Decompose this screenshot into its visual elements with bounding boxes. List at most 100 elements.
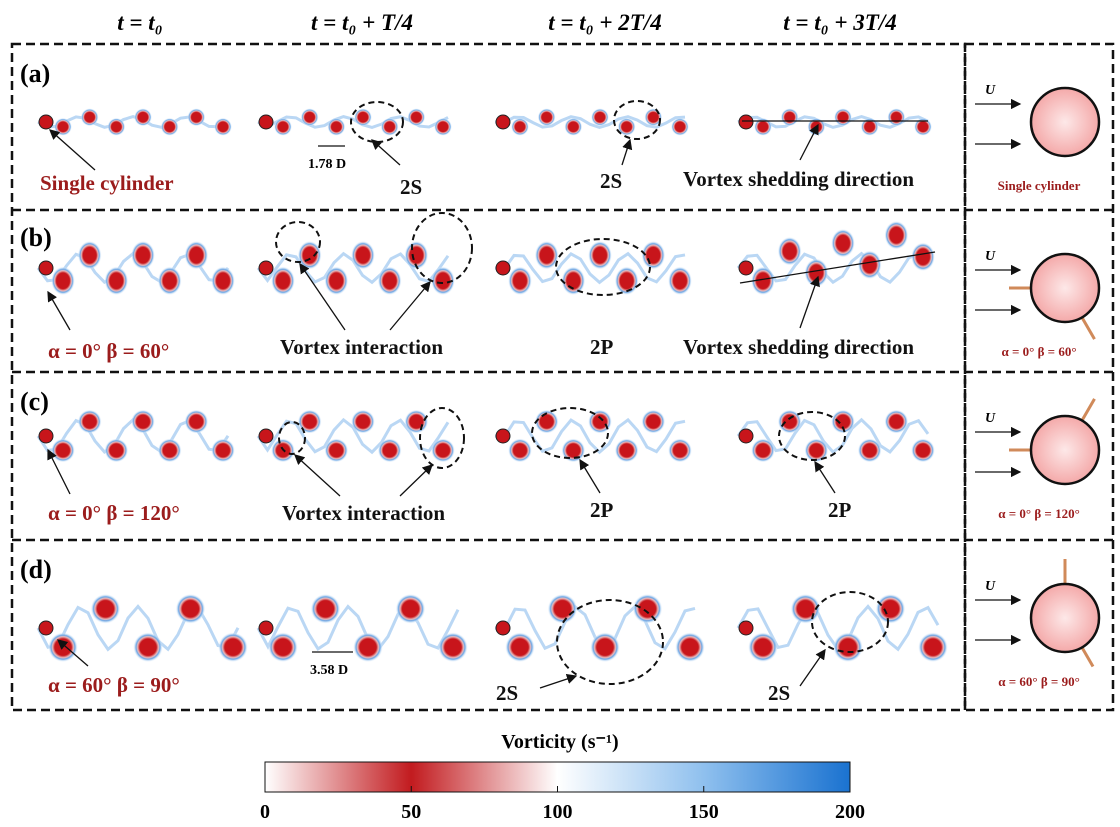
vortex [537,108,556,127]
cylinder [495,114,511,130]
arrow [47,448,71,495]
vortex [561,266,586,296]
vortex [157,438,182,463]
arrow [399,464,433,497]
panel-frame [10,42,967,712]
vortex [184,240,209,270]
vortex [780,108,799,127]
arrow [47,290,71,331]
vortex [617,117,636,136]
vortex [668,438,692,463]
vortex [327,117,346,136]
highlight [419,407,465,469]
vortex [614,266,639,296]
vortex [431,266,455,296]
tick-label: 100 [543,801,573,823]
cylinder [738,260,754,276]
row-label: (b) [20,223,52,252]
vortex [274,117,292,136]
annotation: 2S [496,681,518,705]
vortex [777,409,802,434]
vortex [777,236,802,266]
row-labels: (a) (b) (c) (d) [20,59,52,584]
vortex [131,240,155,270]
vortex [831,228,855,258]
vortex [77,240,102,270]
column-header: t = t₀ + T/4 [311,10,413,35]
vortex [675,632,705,663]
direction-line [739,251,936,284]
cylinder [738,428,754,444]
vortex [90,593,121,624]
highlight [278,421,306,455]
arrow [57,639,89,667]
vortex [377,266,402,296]
arrow [299,262,346,331]
vortex [508,266,532,296]
vortex [911,242,935,272]
arrow [799,275,820,329]
vortex [407,108,426,127]
column-header: t = t₀ + 3T/4 [783,10,896,35]
vortex [324,266,349,296]
highlight [411,212,473,284]
vortex [395,593,426,624]
cylinder [738,620,754,636]
wake-shear [494,115,686,129]
vortex [104,266,129,296]
column-headers: t = t₀ t = t₀ + T/4 t = t₀ + 2T/4 t = t₀… [117,10,896,35]
cylinder [258,114,274,130]
vortex [211,266,235,296]
row-label: (c) [20,387,49,416]
vortex [508,438,532,463]
annotation: 2P [590,498,614,522]
highlight [555,238,651,296]
vortex [297,240,322,270]
annotation: 2P [590,335,614,359]
vortex [911,438,935,463]
wake-shear [36,604,240,652]
cylinder [1029,252,1101,324]
vortex [591,108,609,127]
vortex [160,117,179,136]
vortex [754,117,772,136]
vortex [534,409,559,434]
cylinder [1029,414,1101,486]
vortex [431,438,455,463]
vortex [271,266,295,296]
vortex [590,632,620,663]
rod [1080,646,1095,668]
annotation: 2S [600,169,622,193]
colorbar: Vorticity (s⁻¹) 0 50 100 150 200 [260,731,865,823]
vortex [297,409,322,434]
vortex [354,108,372,127]
flow-label: U [985,83,996,98]
annotation: α = 0° β = 120° [48,501,180,525]
insets: U Single cylinder Uα = 0° β = 60° Uα = 0° β… [975,83,1101,689]
highlight [778,411,846,461]
inset-caption: α = 0° β = 60° [1001,344,1076,359]
vortex [641,409,666,434]
cylinder [1029,582,1101,654]
vortex [310,593,341,624]
flow-label: U [985,579,996,594]
vortex [804,438,829,463]
vortex [434,117,452,136]
vortex [218,632,248,663]
vortex [884,220,909,250]
vortex [77,409,102,434]
flow-label: U [985,411,996,426]
cylinder [38,428,54,444]
vortex [211,438,235,463]
vortex [104,438,129,463]
cylinder [495,428,511,444]
cylinder [738,114,754,130]
inset-caption: α = 0° β = 120° [998,506,1080,521]
cylinder [38,620,54,636]
vortex [48,632,78,663]
vortex [884,409,909,434]
vortex [831,409,855,434]
column-header: t = t₀ [117,10,162,35]
vortex [671,117,689,136]
arrow [814,460,836,494]
